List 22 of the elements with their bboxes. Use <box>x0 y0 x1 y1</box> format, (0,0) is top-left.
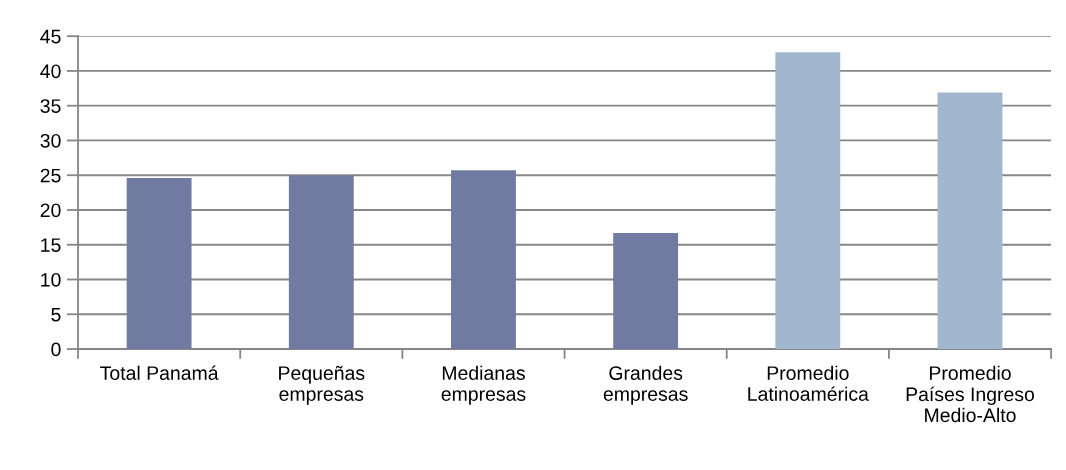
x-tick-label: Grandes empresas <box>603 365 688 405</box>
bar <box>613 232 679 350</box>
bar <box>937 92 1003 350</box>
y-tick-label: 5 <box>51 307 61 322</box>
bar <box>451 170 516 350</box>
y-tick-label: 45 <box>40 29 61 44</box>
x-tick-label: Promedio Latinoamérica <box>748 365 869 401</box>
y-tick-label: 20 <box>40 203 61 218</box>
y-tick-label: 30 <box>40 133 61 148</box>
y-tick-label: 35 <box>40 99 61 113</box>
x-tick-label: Total Panamá <box>100 365 219 380</box>
bar <box>126 178 192 350</box>
y-tick-label: 15 <box>41 238 61 252</box>
y-tick-label: 25 <box>40 168 61 183</box>
x-tick-label: Pequeñas empresas <box>279 365 365 405</box>
x-tick-label: Promedio Países Ingreso Medio-Alto <box>906 365 1035 423</box>
y-tick-label: 0 <box>51 342 61 357</box>
x-tick-label: Medianas empresas <box>441 365 526 405</box>
bar <box>775 52 841 350</box>
y-tick-label: 10 <box>41 272 61 287</box>
bar <box>288 175 354 350</box>
y-tick-label: 40 <box>40 64 61 79</box>
